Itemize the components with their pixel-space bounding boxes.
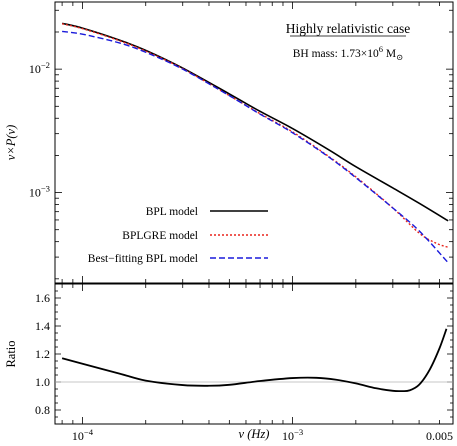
- legend-label: BPLGRE model: [122, 230, 198, 242]
- bottom-x-tick-label: 10−4: [72, 427, 94, 441]
- x-axis-label: ν (Hz): [239, 427, 270, 441]
- bottom-y-tick-label: 0.8: [35, 403, 50, 417]
- bottom-y-tick-label: 1.4: [35, 319, 50, 333]
- top-y-axis-label: ν×P(ν): [4, 125, 18, 161]
- bottom-y-tick-label: 1.2: [35, 347, 50, 361]
- top-plot-frame: [54, 1, 454, 284]
- bottom-x-tick-label: 0.005: [426, 429, 453, 441]
- bottom-y-axis-label: Ratio: [4, 340, 18, 367]
- top-y-tick-label: 10−3: [29, 184, 50, 200]
- chart-title: Highly relativistic case: [286, 21, 410, 36]
- bottom-x-tick-label: 10−3: [282, 427, 303, 441]
- bottom-plot-frame: [54, 283, 454, 425]
- ratio-line: [61, 328, 448, 393]
- top-panel: 10−2 10−3 BPL model BPLGRE model Best−fittin…: [4, 1, 454, 284]
- bottom-panel: 0.8 1.0 1.2 1.4 1.6 10−4 10−3 0.005 Ratio ν (Hz): [4, 283, 454, 443]
- chart-subtitle: BH mass: 1.73×106 M⊙: [293, 44, 404, 62]
- legend-label: Best−fitting BPL model: [88, 253, 198, 265]
- series-best-fit-line: [62, 30, 449, 264]
- legend-label: BPL model: [146, 206, 198, 218]
- top-y-tick-label: 10−2: [29, 60, 50, 76]
- bottom-y-tick-label: 1.6: [35, 291, 50, 305]
- bottom-y-tick-label: 1.0: [35, 375, 50, 389]
- series-bpl-line: [61, 22, 449, 222]
